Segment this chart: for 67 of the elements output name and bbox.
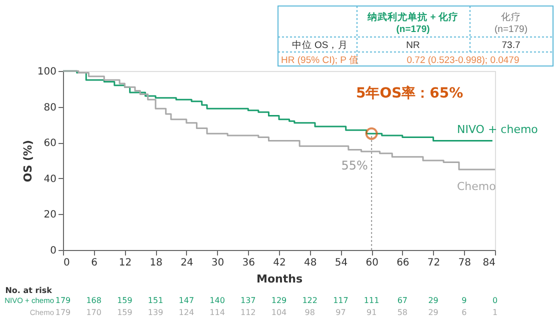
text: NR	[406, 40, 420, 51]
text: 179	[55, 308, 71, 317]
text: 91	[366, 308, 377, 317]
text: 139	[148, 308, 164, 317]
text: 纳武利尤单抗 + 化疗	[366, 11, 458, 23]
text: 114	[210, 308, 225, 317]
text: 58	[397, 308, 408, 317]
text: 73.7	[502, 40, 520, 51]
series-label: NIVO + chemo	[457, 123, 538, 136]
text: (n=179)	[396, 24, 430, 35]
text: 122	[302, 296, 318, 305]
y-tick-label: 100	[37, 66, 56, 78]
x-tick-label: 36	[242, 258, 256, 268]
text: 1	[492, 308, 498, 317]
x-tick-label: 24	[180, 258, 194, 268]
text: 112	[240, 308, 256, 317]
text: No. at risk	[5, 286, 53, 295]
text: 168	[86, 296, 102, 305]
x-tick-label: 72	[427, 258, 440, 268]
text: 67	[397, 296, 408, 305]
text: 中位 OS，月	[292, 39, 348, 51]
y-tick-label: 0	[50, 246, 56, 256]
text: 140	[210, 296, 225, 305]
text: 170	[86, 308, 102, 317]
x-tick-label: 0	[64, 258, 70, 268]
text: 179	[55, 296, 71, 305]
text: 29	[428, 296, 438, 305]
y-axis-title: OS (%)	[21, 140, 34, 182]
annotation: 5年OS率：65%	[356, 84, 464, 102]
text: 124	[178, 308, 194, 317]
y-tick-label: 80	[44, 102, 56, 114]
text: 6	[462, 308, 467, 317]
y-tick-label: 20	[44, 210, 56, 221]
text: 137	[240, 296, 256, 305]
x-tick-label: 78	[458, 258, 472, 268]
x-tick-label: 54	[334, 258, 348, 268]
text: 147	[178, 296, 194, 305]
text: HR (95% CI); P 值	[281, 55, 359, 66]
text: 159	[117, 296, 132, 305]
x-tick-label: 12	[118, 258, 132, 268]
text: 129	[271, 296, 287, 305]
text: 97	[336, 308, 346, 317]
text: 151	[148, 296, 164, 305]
x-axis-title: Months	[256, 272, 303, 286]
x-tick-label: 84	[482, 258, 496, 268]
text: (n=179)	[494, 24, 528, 35]
annotation: 55%	[341, 158, 368, 173]
x-tick-label: 42	[273, 258, 286, 268]
x-tick-label: 6	[91, 258, 98, 268]
text: 0.72 (0.523-0.998); 0.0479	[406, 55, 520, 66]
y-tick-label: 40	[44, 174, 56, 185]
text: 29	[428, 308, 438, 317]
text: 117	[333, 296, 348, 305]
x-tick-label: 18	[150, 258, 162, 268]
x-tick-label: 48	[304, 258, 317, 268]
text: 0	[492, 296, 498, 305]
x-tick-label: 30	[211, 258, 224, 268]
text: 9	[462, 296, 467, 305]
text: 98	[304, 308, 315, 317]
y-tick-label: 60	[44, 138, 56, 150]
x-tick-label: 60	[366, 258, 378, 268]
x-tick-label: 66	[396, 258, 410, 268]
text: 104	[271, 308, 287, 317]
series-label: Chemo	[457, 180, 496, 193]
text: 化疗	[501, 11, 521, 23]
text: 111	[364, 296, 380, 305]
text: 159	[117, 308, 132, 317]
